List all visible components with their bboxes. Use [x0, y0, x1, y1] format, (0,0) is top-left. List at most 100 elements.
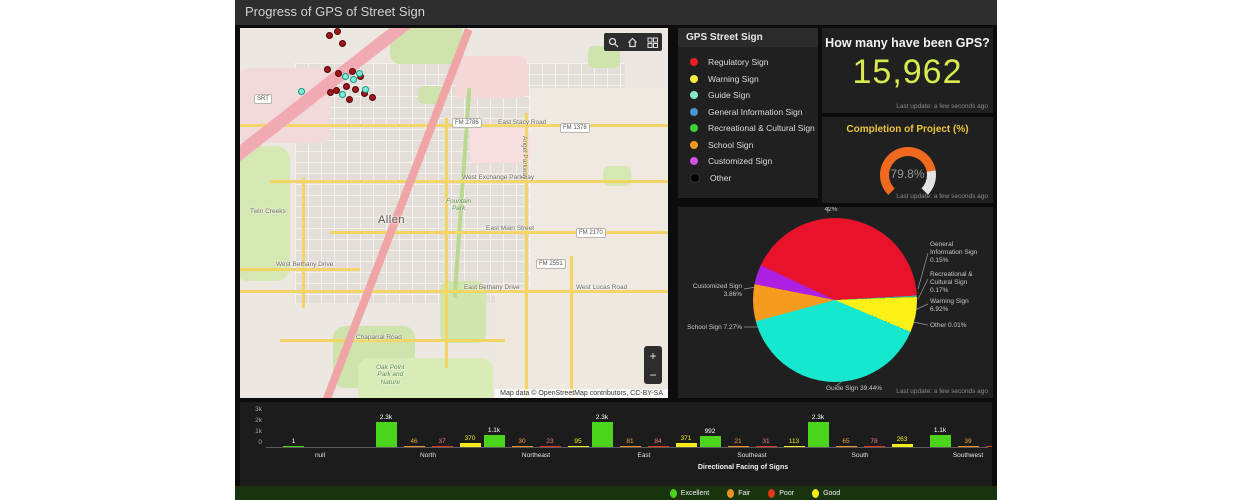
pie-slice-label: Customized Sign 3.86% [692, 283, 742, 299]
sign-color-dot [690, 140, 698, 149]
indicator-panel: How many have been GPS? 15,962 Last upda… [822, 28, 993, 113]
bar-group: 2.3k 46 37 370 North [374, 402, 482, 472]
bar-fair[interactable] [957, 446, 979, 447]
legend-label: Poor [779, 489, 795, 497]
map-marker-guide[interactable] [298, 88, 305, 95]
map-marker-guide[interactable] [356, 70, 363, 77]
y-axis-tick: 3k [255, 406, 262, 413]
bar-slot: 1.1k [929, 427, 952, 447]
map-marker-guide[interactable] [362, 86, 369, 93]
map-marker-regulatory[interactable] [327, 89, 334, 96]
map-marker-guide[interactable] [339, 91, 346, 98]
map-route-shield: FM 1378 [560, 123, 590, 133]
bar-good[interactable] [459, 443, 481, 447]
bar-excellent[interactable] [375, 422, 397, 447]
map-marker-regulatory[interactable] [349, 68, 356, 75]
sign-color-dot [690, 172, 700, 183]
map-label: East Bethany Drive [464, 284, 520, 291]
bar-value-label: 78 [870, 438, 878, 445]
bar-excellent[interactable] [699, 436, 721, 447]
bar-slot: 24 [985, 438, 992, 447]
bar-fair[interactable] [511, 446, 533, 447]
bar-fair[interactable] [619, 446, 641, 447]
header-bar: Progress of GPS of Street Sign [235, 0, 997, 25]
map-marker-regulatory[interactable] [324, 66, 331, 73]
map-route-shield: FM 2786 [452, 118, 482, 128]
pie-leader-line [912, 321, 929, 326]
bar-value-label: 371 [680, 435, 692, 442]
map-feature-shape [240, 268, 360, 271]
bar-value-label: 370 [464, 435, 476, 442]
map-feature-shape [525, 113, 528, 398]
sign-legend-panel: GPS Street Sign Regulatory Sign Warning S… [678, 28, 818, 198]
legend-dot [669, 488, 677, 498]
bar-poor[interactable] [539, 446, 561, 447]
map-label: East Stacy Road [498, 119, 547, 126]
sign-legend-item: Regulatory Sign [678, 54, 818, 71]
bar-slot: 39 [957, 438, 980, 447]
bar-poor[interactable] [985, 446, 992, 447]
basemap-grid-icon[interactable] [647, 37, 658, 48]
bar-slot: 1.1k [483, 427, 506, 447]
map-marker-guide[interactable] [350, 76, 357, 83]
map-marker-regulatory[interactable] [346, 96, 353, 103]
bar-poor[interactable] [647, 446, 669, 447]
dashboard: Progress of GPS of Street Sign [235, 0, 997, 500]
map-feature-shape [280, 339, 505, 342]
map-feature-shape [455, 56, 527, 98]
last-update-text: Last update: a few seconds ago [896, 103, 988, 110]
bar-poor[interactable] [863, 446, 885, 447]
gauge-chart: 79.8% [879, 147, 936, 203]
map-marker-guide[interactable] [342, 73, 349, 80]
map-marker-regulatory[interactable] [335, 70, 342, 77]
bar-good[interactable] [783, 446, 805, 447]
bar-excellent[interactable] [929, 435, 951, 447]
map-feature-shape [570, 256, 573, 398]
map-marker-regulatory[interactable] [334, 28, 341, 35]
bar-group-bars: 1.1k 39 24 [914, 402, 992, 447]
bar-value-label: 1.1k [487, 427, 501, 434]
map-zoom-out-button[interactable]: − [649, 367, 657, 382]
bar-slot: 2.3k [807, 414, 830, 447]
bar-good[interactable] [891, 444, 913, 447]
sign-label: General Information Sign [708, 106, 803, 117]
map-marker-regulatory[interactable] [343, 83, 350, 90]
bar-group: 1.1k 39 24Southwest [914, 402, 992, 472]
category-label: Northeast [521, 452, 551, 459]
pie-slice-label: Warning Sign 6.92% [930, 298, 969, 314]
bar-group: 2.3k 81 84 371 East [590, 402, 698, 472]
bar-slot: 370 [459, 435, 482, 447]
chart-legend-item: Fair [727, 488, 750, 498]
bar-poor[interactable] [755, 446, 777, 447]
map-panel[interactable]: SRT FM 2786 East Stacy Road FM 1378 West Exc… [240, 28, 668, 398]
bar-excellent[interactable] [807, 422, 829, 447]
home-icon[interactable] [627, 37, 638, 48]
bar-excellent[interactable] [591, 422, 613, 447]
search-icon[interactable] [608, 37, 619, 48]
bar-good[interactable] [567, 446, 589, 447]
map-label: West Lucas Road [576, 284, 628, 291]
sign-legend-item: Customized Sign [678, 153, 818, 170]
map-marker-regulatory[interactable] [352, 86, 359, 93]
bar-excellent[interactable] [283, 446, 304, 447]
map-feature-shape [270, 180, 668, 183]
map-zoom-in-button[interactable]: + [649, 348, 657, 363]
bar-value-label: 21 [734, 438, 742, 445]
bar-slot: 263 [891, 436, 914, 447]
bar-excellent[interactable] [483, 435, 505, 447]
bar-fair[interactable] [403, 446, 425, 447]
bar-good[interactable] [675, 443, 697, 447]
bar-value-label: 2.3k [595, 414, 609, 421]
bar-slot: 992 [699, 428, 722, 447]
map-feature-shape [588, 46, 620, 68]
bar-slot: 30 [511, 438, 534, 447]
map-marker-regulatory[interactable] [339, 40, 346, 47]
bar-fair[interactable] [727, 446, 749, 447]
sign-color-dot [690, 107, 698, 116]
bar-fair[interactable] [835, 446, 857, 447]
map-marker-regulatory[interactable] [369, 94, 376, 101]
bar-poor[interactable] [431, 446, 453, 447]
map-marker-regulatory[interactable] [326, 32, 333, 39]
pie-chart[interactable] [753, 218, 917, 382]
